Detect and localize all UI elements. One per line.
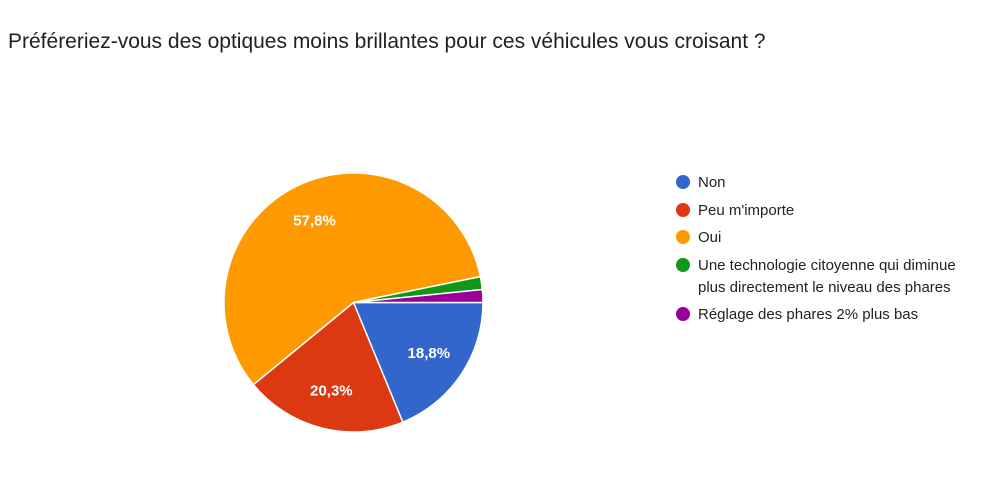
- legend-label-1: Peu m'importe: [698, 202, 794, 219]
- slice-label-0: 18,8%: [408, 345, 451, 362]
- pie-slice-2[interactable]: [223, 172, 482, 386]
- legend-label-4: Réglage des phares 2% plus bas: [698, 306, 918, 323]
- legend-marker-1: [676, 203, 690, 217]
- legend-marker-2: [676, 230, 690, 244]
- legend-marker-3: [676, 258, 690, 272]
- legend-marker-0: [676, 175, 690, 189]
- pie-slice-0[interactable]: [352, 301, 484, 424]
- chart-title: Préféreriez-vous des optiques moins bril…: [8, 30, 766, 53]
- pie-slice-1[interactable]: [252, 301, 404, 433]
- slice-label-2: 57,8%: [293, 213, 336, 230]
- slice-label-1: 20,3%: [310, 382, 353, 399]
- legend-label-2: Oui: [698, 229, 721, 246]
- pie-slice-4[interactable]: [353, 288, 484, 304]
- legend-label-0: Non: [698, 174, 726, 191]
- legend-label-3: plus directement le niveau des phares: [698, 279, 951, 296]
- legend-label-3: Une technologie citoyenne qui diminue: [698, 257, 956, 274]
- legend-marker-4: [676, 307, 690, 321]
